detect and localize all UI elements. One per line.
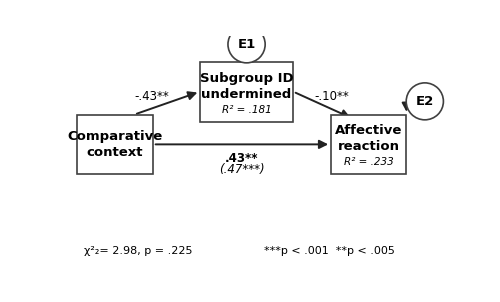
Text: Subgroup ID
undermined: Subgroup ID undermined (200, 72, 294, 101)
Text: R² = .233: R² = .233 (344, 156, 394, 167)
Text: E1: E1 (238, 38, 256, 51)
Text: -.43**: -.43** (134, 90, 169, 103)
FancyBboxPatch shape (331, 115, 406, 174)
Text: ***p < .001  **p < .005: ***p < .001 **p < .005 (264, 246, 395, 256)
Text: -.10**: -.10** (314, 90, 349, 103)
Text: R² = .181: R² = .181 (222, 105, 272, 115)
Text: Comparative
context: Comparative context (67, 130, 162, 159)
Text: χ²₂= 2.98, p = .225: χ²₂= 2.98, p = .225 (84, 246, 192, 256)
Text: E2: E2 (416, 95, 434, 108)
Text: (.47***): (.47***) (219, 163, 264, 176)
Ellipse shape (406, 83, 444, 120)
FancyBboxPatch shape (200, 62, 293, 122)
FancyBboxPatch shape (77, 115, 152, 174)
Text: Affective
reaction: Affective reaction (335, 124, 402, 153)
Ellipse shape (228, 26, 265, 63)
Text: .43**: .43** (225, 152, 258, 165)
